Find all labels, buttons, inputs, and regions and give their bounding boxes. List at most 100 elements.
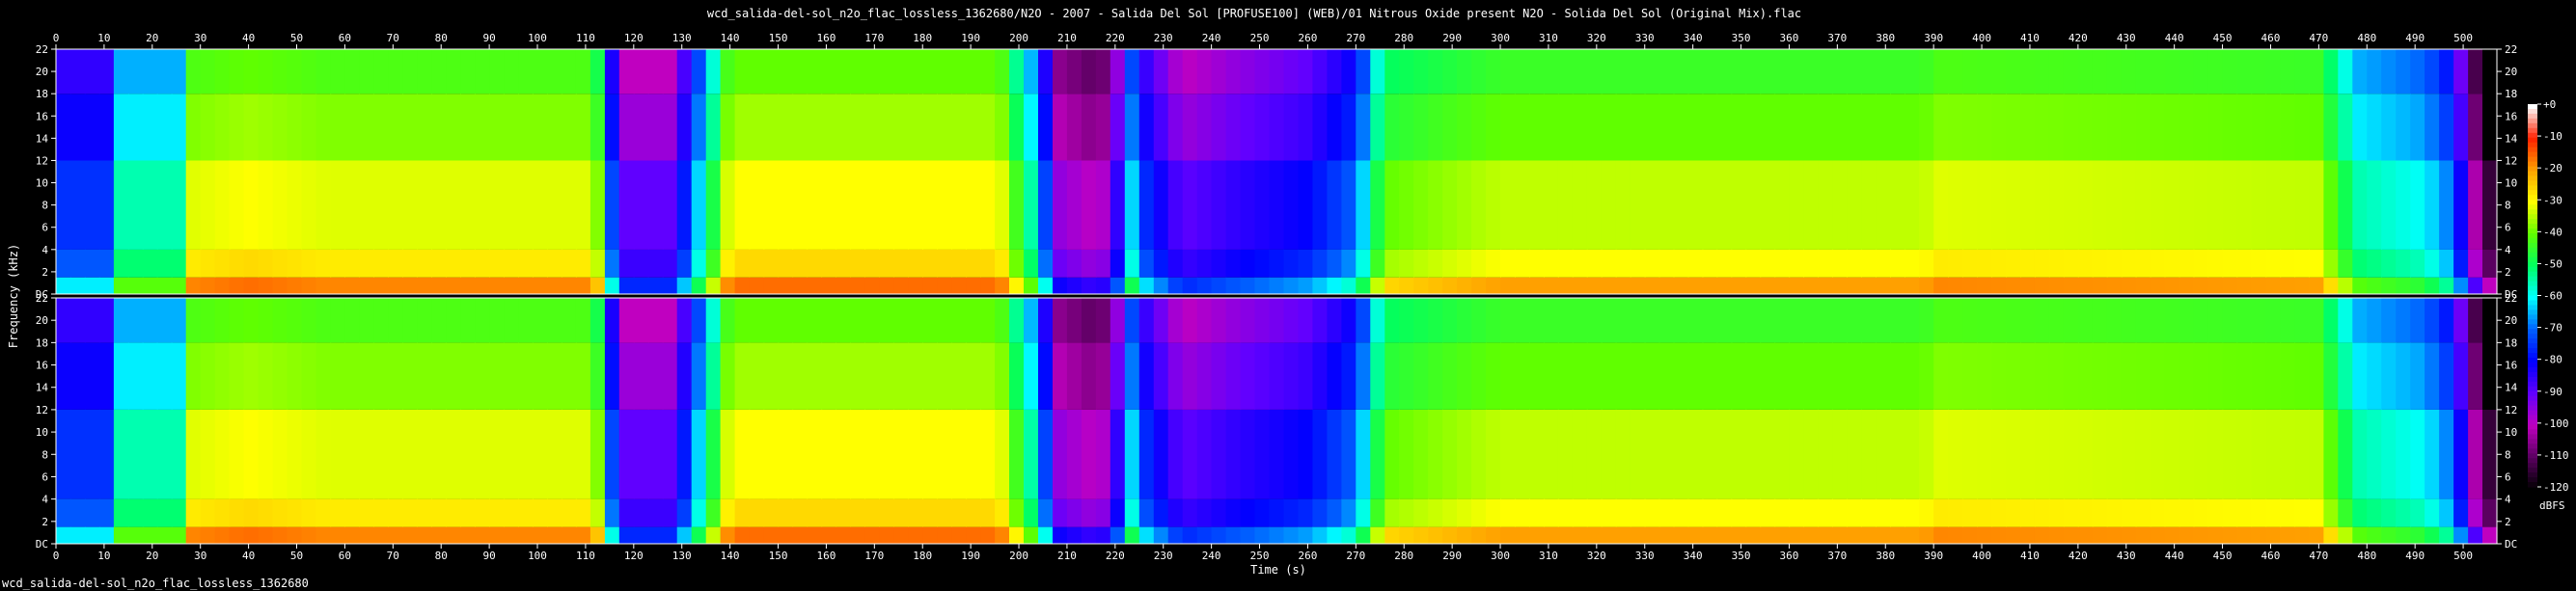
spectrogram-cell	[460, 409, 476, 499]
spectrogram-cell	[2121, 94, 2137, 161]
spectrogram-cell	[142, 49, 158, 94]
spectrogram-cell	[1818, 249, 1833, 278]
spectrogram-cell	[1211, 249, 1227, 278]
spectrogram-cell	[2222, 160, 2238, 250]
spectrogram-cell	[1413, 526, 1429, 544]
spectrogram-cell	[2150, 526, 2166, 544]
spectrogram-cell	[1254, 94, 1271, 161]
spectrogram-cell	[980, 277, 996, 294]
spectrogram-cell	[2077, 49, 2094, 94]
spectrogram-cell	[2396, 409, 2411, 499]
spectrogram-cell	[1991, 249, 2007, 278]
spectrogram-cell	[1745, 409, 1762, 499]
spectrogram-cell	[98, 277, 115, 294]
spectrogram-cell	[547, 277, 562, 294]
panel-frame	[55, 297, 2498, 545]
spectrogram-cell	[2251, 94, 2267, 161]
spectrogram-cell	[1327, 160, 1342, 250]
spectrogram-cell	[1861, 160, 1877, 250]
spectrogram-cell	[850, 498, 865, 527]
spectrogram-cell	[1110, 160, 1126, 250]
spectrogram-cell	[56, 498, 71, 527]
spectrogram-cell	[344, 94, 360, 161]
spectrogram-cell	[56, 526, 71, 544]
spectrogram-cell	[373, 94, 389, 161]
spectrogram-cell	[504, 49, 519, 94]
spectrogram-cell	[937, 526, 952, 544]
spectrogram-cell	[388, 298, 403, 343]
spectrogram-cell	[778, 94, 794, 161]
spectrogram-cell	[402, 298, 418, 343]
spectrogram-cell	[792, 277, 808, 294]
spectrogram-cell	[1312, 160, 1328, 250]
spectrogram-cell	[995, 526, 1010, 544]
x-tick-label-top: 500	[2453, 32, 2473, 44]
spectrogram-cell	[142, 498, 158, 527]
spectrogram-cell	[258, 409, 274, 499]
spectrogram-cell	[705, 94, 722, 161]
spectrogram-cell	[70, 498, 86, 527]
spectrogram-cell	[1442, 277, 1458, 294]
spectrogram-cell	[893, 94, 909, 161]
y-tick-label-right: 12	[2505, 154, 2517, 167]
spectrogram-cell	[1601, 498, 1617, 527]
spectrogram-cell	[1515, 409, 1530, 499]
spectrogram-cell	[1384, 94, 1400, 161]
colorbar-tick-label: -110	[2543, 449, 2569, 462]
spectrogram-cell	[1240, 342, 1256, 410]
spectrogram-cell	[518, 249, 534, 278]
x-tick-label-bottom: 370	[1827, 550, 1847, 562]
spectrogram-cell	[2193, 342, 2209, 410]
spectrogram-cell	[1774, 526, 1791, 544]
spectrogram-cell	[1225, 498, 1242, 527]
spectrogram-cell	[1687, 160, 1704, 250]
spectrogram-cell	[1024, 498, 1039, 527]
spectrogram-cell	[980, 160, 996, 250]
spectrogram-cell	[1384, 526, 1400, 544]
spectrogram-cell	[1544, 298, 1559, 343]
spectrogram-cell	[1341, 526, 1357, 544]
spectrogram-cell	[1572, 249, 1588, 278]
spectrogram-cell	[1053, 498, 1068, 527]
spectrogram-cell	[2381, 526, 2397, 544]
x-tick-label-top: 190	[961, 32, 980, 44]
spectrogram-cell	[1196, 526, 1213, 544]
spectrogram-cell	[1702, 526, 1718, 544]
spectrogram-cell	[1153, 249, 1169, 278]
spectrogram-cell	[1876, 409, 1891, 499]
spectrogram-cell	[1991, 160, 2007, 250]
x-tick-label-bottom: 500	[2453, 550, 2473, 562]
spectrogram-cell	[604, 498, 620, 527]
spectrogram-cell	[922, 94, 938, 161]
spectrogram-cell	[1138, 94, 1155, 161]
spectrogram-cell	[618, 94, 635, 161]
spectrogram-cell	[1312, 94, 1328, 161]
spectrogram-cell	[980, 409, 996, 499]
spectrogram-cell	[2006, 342, 2021, 410]
spectrogram-cell	[1876, 526, 1891, 544]
spectrogram-cell	[1196, 49, 1213, 94]
spectrogram-cell	[315, 49, 332, 94]
spectrogram-cell	[475, 409, 490, 499]
spectrogram-cell	[1081, 409, 1097, 499]
spectrogram-cell	[475, 526, 490, 544]
spectrogram-cell	[705, 526, 722, 544]
spectrogram-cell	[1847, 342, 1862, 410]
colorbar-segment	[2528, 358, 2537, 363]
spectrogram-cell	[373, 160, 389, 250]
spectrogram-cell	[388, 409, 403, 499]
spectrogram-cell	[1486, 160, 1501, 250]
spectrogram-cell	[951, 409, 967, 499]
spectrogram-cell	[1919, 298, 1934, 343]
spectrogram-cell	[330, 94, 345, 161]
spectrogram-cell	[966, 49, 981, 94]
colorbar-segment	[2528, 395, 2537, 402]
spectrogram-cell	[56, 94, 71, 161]
spectrogram-cell	[2425, 49, 2440, 94]
spectrogram-cell	[1586, 498, 1603, 527]
spectrogram-cell	[1991, 94, 2007, 161]
spectrogram-cell	[1919, 94, 1934, 161]
spectrogram-cell	[2309, 49, 2324, 94]
x-tick-label-bottom: 0	[53, 550, 60, 562]
spectrogram-cell	[691, 342, 707, 410]
